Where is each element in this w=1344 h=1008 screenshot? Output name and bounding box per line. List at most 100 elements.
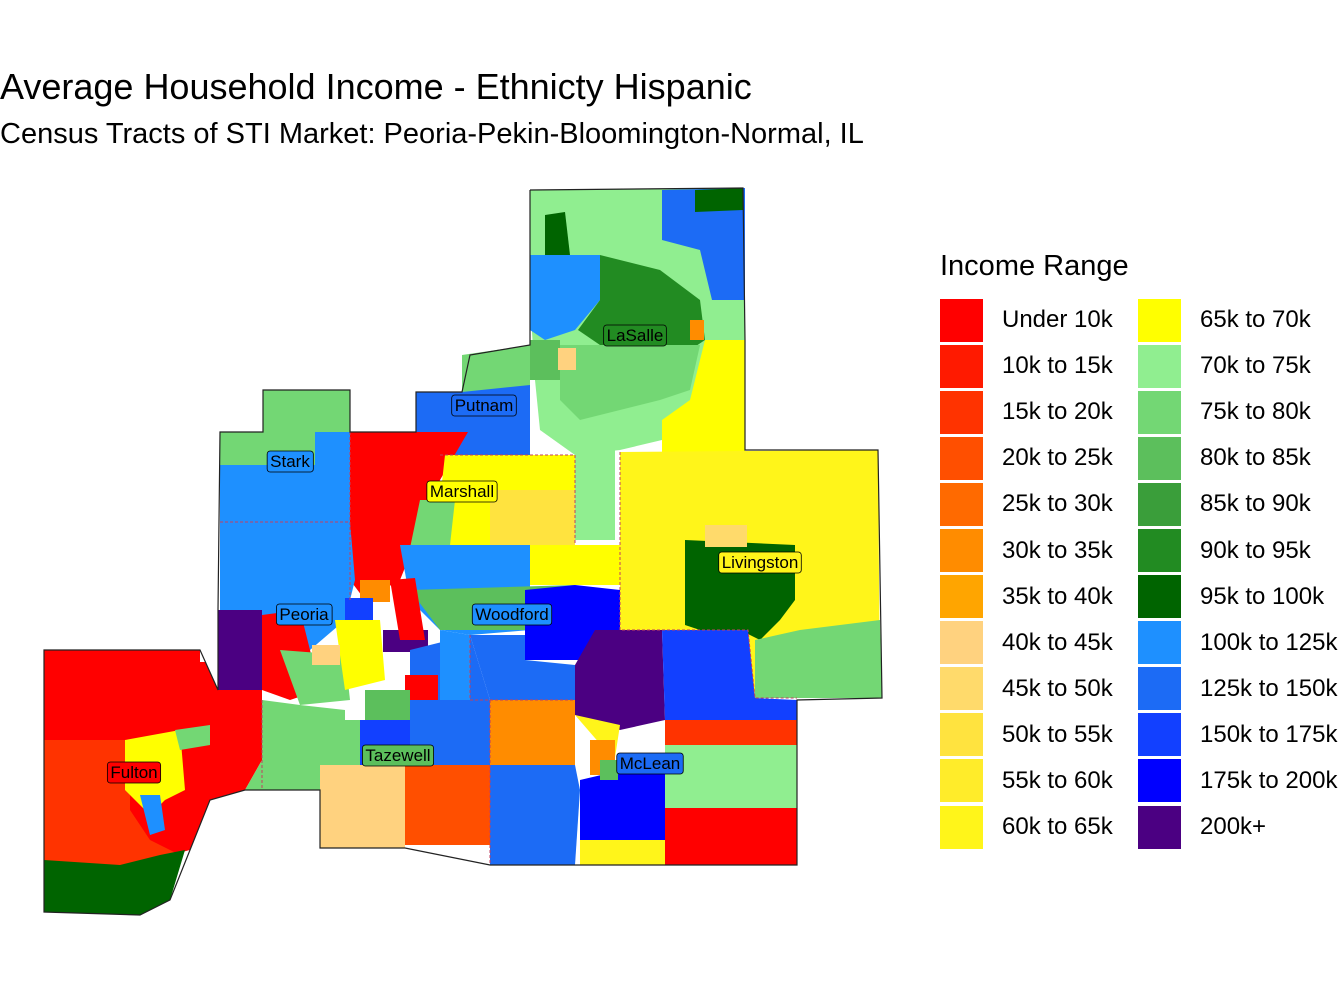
region-peoria-orange: [360, 580, 390, 602]
legend-item: 75k to 80k: [1138, 389, 1344, 435]
legend-item: 175k to 200k: [1138, 758, 1344, 804]
region-mclean-orange: [490, 700, 575, 765]
legend-swatch: [1138, 298, 1181, 342]
county-label-text: Livingston: [722, 553, 799, 572]
region-fulton-dkgreen: [44, 850, 185, 915]
market-outline: [43, 187, 883, 916]
county-label-text: Marshall: [430, 482, 494, 501]
legend-label: 25k to 30k: [1002, 490, 1113, 518]
legend-label: 85k to 90k: [1200, 490, 1311, 518]
region-mclean-blue2: [662, 630, 797, 720]
legend-swatch: [1138, 529, 1181, 573]
region-peoria-city: [335, 620, 385, 690]
region-marshall-green: [410, 500, 455, 548]
county-label-mclean: McLean: [616, 752, 684, 775]
region-stark-north-blue: [315, 432, 350, 465]
region-lasalle-orange: [690, 320, 704, 340]
legend-swatch: [940, 667, 983, 711]
county-label-text: Putnam: [455, 396, 514, 415]
region-livingston-tan: [705, 525, 747, 547]
region-marshall-yellow2: [490, 490, 575, 545]
legend-item: 65k to 70k: [1138, 297, 1344, 343]
county-label-peoria: Peoria: [276, 603, 333, 626]
region-peoria-blue2: [345, 598, 373, 620]
county-label-box: [106, 761, 162, 784]
legend-label: 80k to 85k: [1200, 444, 1311, 472]
legend-label: 40k to 45k: [1002, 628, 1113, 656]
region-lasalle-south-strip: [575, 420, 615, 540]
legend-label: 95k to 100k: [1200, 582, 1325, 610]
legend-item: 35k to 40k: [940, 574, 1138, 620]
legend-item: 50k to 55k: [940, 712, 1138, 758]
chart-title: Average Household Income - Ethnicty Hisp…: [0, 66, 752, 107]
region-mclean-blue: [470, 635, 575, 700]
region-mclean-blue3: [490, 765, 580, 865]
region-livingston-ltgreen: [755, 620, 882, 698]
county-label-box: [471, 603, 553, 626]
legend-label: 15k to 20k: [1002, 398, 1113, 426]
legend-item: 45k to 50k: [940, 666, 1138, 712]
legend-item: 125k to 150k: [1138, 666, 1344, 712]
region-fulton-green: [175, 725, 210, 750]
county-lasalle: [530, 188, 745, 540]
county-labels: LaSalle Putnam Stark Marshall Livingston Peor…: [106, 324, 802, 784]
legend-title: Income Range: [940, 250, 1129, 282]
legend-swatch: [1138, 436, 1181, 480]
legend-label: 55k to 60k: [1002, 766, 1113, 794]
legend-label: 70k to 75k: [1200, 352, 1311, 380]
region-lasalle-sw-green: [530, 340, 560, 380]
legend-swatch: [1138, 759, 1181, 803]
region-lasalle-south-ltgreen: [560, 345, 700, 420]
county-label-lasalle: LaSalle: [603, 324, 667, 347]
legend-item: 90k to 95k: [1138, 527, 1344, 573]
county-label-text: Stark: [270, 452, 310, 471]
legend-item: 85k to 90k: [1138, 481, 1344, 527]
legend-swatch: [940, 482, 983, 526]
county-label-box: [361, 744, 435, 767]
county-label-box: [603, 324, 667, 347]
legend-swatch: [1138, 713, 1181, 757]
region-lasalle-north-blue: [662, 188, 745, 300]
region-peoria-purple: [218, 610, 262, 690]
region-mclean-red: [665, 808, 797, 865]
legend-item: 200k+: [1138, 804, 1344, 850]
county-label-box: [616, 752, 684, 775]
county-fulton: [44, 650, 262, 915]
legend-item: 15k to 20k: [940, 389, 1138, 435]
region-mclean-purple: [575, 630, 665, 730]
region-lasalle-east-yellow: [662, 340, 745, 455]
county-label-box: [426, 480, 498, 503]
county-label-text: Peoria: [279, 605, 329, 624]
region-marshall-red: [350, 432, 468, 600]
legend-label: 175k to 200k: [1200, 766, 1338, 794]
legend-item: 150k to 175k: [1138, 712, 1344, 758]
county-label-fulton: Fulton: [106, 761, 162, 784]
legend-label: 150k to 175k: [1200, 720, 1338, 748]
legend-item: 55k to 60k: [940, 758, 1138, 804]
legend-swatch: [1138, 344, 1181, 388]
legend-item: 10k to 15k: [940, 343, 1138, 389]
region-tazewell-green2: [365, 690, 410, 720]
legend-swatch: [940, 436, 983, 480]
county-label-marshall: Marshall: [426, 480, 498, 503]
region-lasalle-tan: [558, 348, 576, 370]
region-tazewell-blue3: [440, 630, 470, 700]
legend-label: 30k to 35k: [1002, 536, 1113, 564]
legend-label: 125k to 150k: [1200, 674, 1338, 702]
legend-item: 60k to 65k: [940, 804, 1138, 850]
region-woodford-red: [390, 578, 425, 640]
boundary-line: [619, 452, 797, 699]
region-fulton-orange: [44, 740, 180, 870]
county-boundaries: [220, 432, 797, 865]
county-label-text: LaSalle: [607, 326, 664, 345]
legend-label: 75k to 80k: [1200, 398, 1311, 426]
legend-label: 90k to 95k: [1200, 536, 1311, 564]
legend-swatch: [1138, 390, 1181, 434]
legend-swatch: [940, 713, 983, 757]
county-label-text: Woodford: [475, 605, 548, 624]
region-lasalle-ne-dkgreen: [695, 188, 743, 212]
legend-label: 35k to 40k: [1002, 582, 1113, 610]
legend-label: 10k to 15k: [1002, 352, 1113, 380]
legend-item: 100k to 125k: [1138, 620, 1344, 666]
